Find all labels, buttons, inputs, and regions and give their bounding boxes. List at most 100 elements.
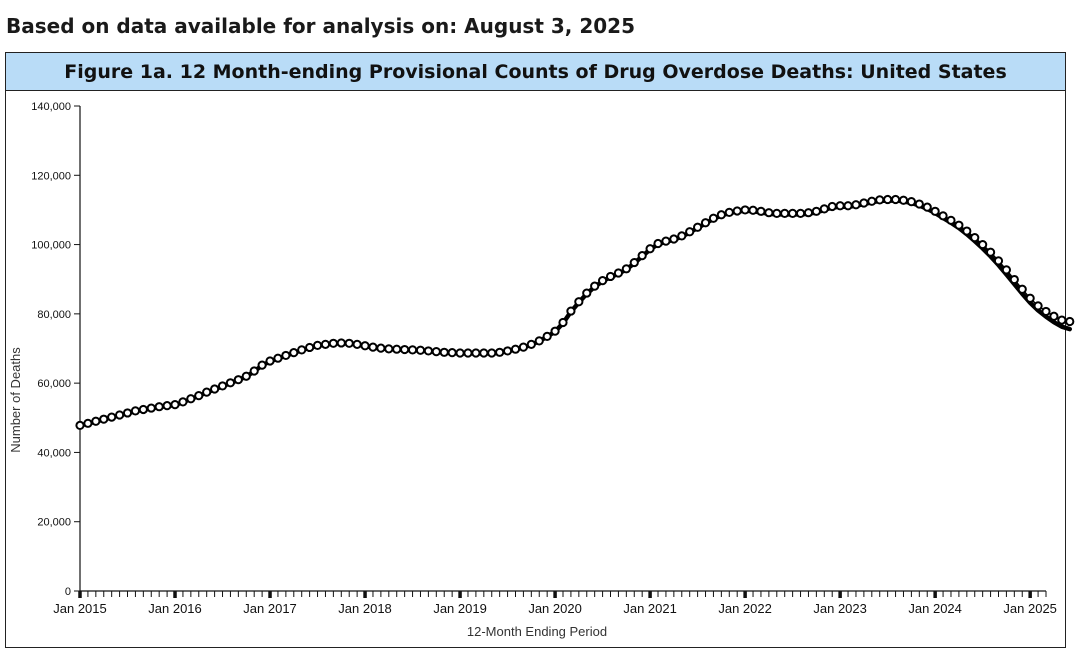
reported-data-point [273,353,283,363]
reported-data-point [590,281,600,291]
x-tick-label: Jan 2023 [813,601,867,616]
chart-title: Figure 1a. 12 Month-ending Provisional C… [64,60,1007,83]
reported-data-point [407,345,418,355]
reported-data-point [122,408,133,418]
reported-data-point [328,338,338,348]
reported-data-point [653,238,663,249]
reported-data-point [1017,284,1027,294]
reported-data-point [883,194,893,205]
reported-data-point [764,208,774,218]
reported-data-point [400,344,410,355]
reported-data-point [780,208,790,218]
reported-data-point [566,306,576,316]
y-tick-label: 40,000 [37,447,71,459]
reported-data-point [320,339,331,349]
reported-data-point [431,347,441,357]
reported-data-point [914,199,924,209]
y-tick-label: 100,000 [31,240,71,252]
reported-data-point [249,366,259,376]
reported-data-point [534,336,544,346]
reported-data-point [542,331,552,341]
y-tick-label: 20,000 [37,517,71,529]
reported-data-point [392,344,402,354]
reported-data-point [344,338,354,348]
reported-data-point [819,204,829,214]
x-tick-label: Jan 2017 [243,601,297,616]
reported-data-point [487,348,497,358]
reported-data-point [597,276,608,286]
reported-data-point [978,239,988,250]
reported-data-point [550,326,560,336]
reported-data-point [708,213,719,223]
reported-data-point [835,201,845,211]
reported-data-point [1033,301,1043,311]
reported-data-point [906,197,916,207]
reported-data-point [91,416,101,426]
reported-data-point [867,196,877,206]
x-axis-title: 12-Month Ending Period [467,624,607,639]
reported-data-point [202,387,212,397]
reported-data-point [811,206,821,216]
reported-data-point [233,375,243,385]
y-tick-label: 140,000 [31,101,71,113]
reported-data-point [225,378,236,388]
reported-data-point [985,247,996,257]
y-tick-label: 120,000 [31,170,71,182]
reported-data-point [724,207,734,217]
reported-data-point [75,420,85,431]
reported-data-point [938,211,948,221]
reported-data-point [1009,274,1019,285]
chart-panel: Figure 1a. 12 Month-ending Provisional C… [5,52,1066,648]
x-tick-label: Jan 2016 [148,601,202,616]
reported-data-point [970,233,980,243]
reported-data-point [677,231,687,241]
reported-data-point [930,206,940,216]
x-tick-label: Jan 2020 [528,601,582,616]
x-axis: Jan 2015 Jan 2016 Jan 2017 Jan 2018 Jan 2019… [53,590,1057,616]
reported-data-point [954,220,964,230]
reported-data-point [582,288,592,298]
reported-data-point [447,348,457,358]
y-tick-label: 80,000 [37,309,71,321]
reported-data-point [732,206,742,216]
reported-data-point [162,401,172,411]
reported-data-point [217,381,228,391]
reported-data-point [558,317,568,328]
reported-data-point [1057,315,1067,325]
reported-data-point [439,347,449,357]
reported-data-point [415,345,426,355]
chart-title-bar: Figure 1a. 12 Month-ending Provisional C… [6,53,1065,91]
reported-data-point [114,410,125,420]
reported-data-point [479,348,489,358]
reported-data-point [700,218,711,228]
reported-data-point [851,200,861,210]
reported-data-point [1001,265,1012,275]
reported-data-point [257,360,267,370]
reported-data-point [154,402,164,412]
reported-data-point [107,412,117,422]
x-tick-label: Jan 2024 [908,601,962,616]
y-tick-label: 0 [65,586,71,598]
reported-data-point [740,205,750,215]
reported-data-point [518,342,529,352]
reported-data-point [1025,293,1035,303]
reported-data-point [495,347,505,357]
reported-data-point [384,344,394,354]
reported-data-point [170,400,180,410]
data-as-of-text: Based on data available for analysis on:… [6,14,635,38]
reported-data-point [1049,311,1059,321]
reported-data-point [827,201,837,212]
reported-data-point [471,348,481,358]
x-tick-label: Jan 2021 [623,601,677,616]
reported-data-point [693,222,703,232]
reported-data-point [803,208,814,218]
reported-data-point [661,236,671,246]
reported-data-point [898,195,909,205]
reported-data-point [178,397,188,407]
reported-data-point [795,208,806,218]
reported-data-point [289,348,299,358]
reported-data-point [605,271,616,282]
series-layer [75,194,1075,431]
reported-data-point [637,251,647,261]
